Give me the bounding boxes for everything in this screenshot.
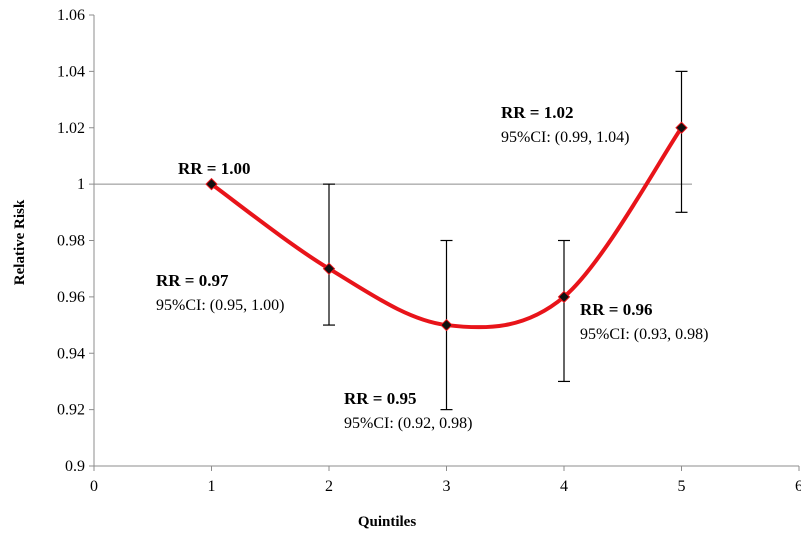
x-tick-label: 0 <box>90 478 98 495</box>
x-axis-title: Quintiles <box>358 514 417 530</box>
y-tick-label: 1.06 <box>57 7 85 24</box>
x-tick-label: 3 <box>443 478 451 495</box>
y-tick-label: 0.98 <box>57 233 85 250</box>
y-tick-label: 0.96 <box>57 289 85 306</box>
x-tick-label: 1 <box>208 478 216 495</box>
data-point <box>322 262 336 275</box>
ci-label: 95%CI: (0.92, 0.98) <box>344 415 472 432</box>
ci-label: 95%CI: (0.99, 1.04) <box>501 129 629 146</box>
x-tick-label: 5 <box>678 478 686 495</box>
y-tick-label: 0.94 <box>57 345 85 362</box>
error-bars <box>323 70 688 411</box>
y-tick-label: 1.04 <box>57 63 85 80</box>
ci-label: 95%CI: (0.93, 0.98) <box>580 326 708 343</box>
y-axis-title: Relative Risk <box>12 199 28 285</box>
data-point <box>557 290 571 304</box>
x-axis-ticks: 0 1 2 3 4 5 6 <box>90 466 801 495</box>
y-tick-label: 1 <box>77 176 85 193</box>
rr-label: RR = 0.95 <box>344 389 417 408</box>
x-tick-label: 4 <box>560 478 568 495</box>
y-tick-label: 0.9 <box>65 458 85 475</box>
y-tick-label: 0.92 <box>57 402 85 419</box>
x-tick-label: 6 <box>795 478 801 495</box>
data-point <box>205 177 218 191</box>
y-axis-ticks: 0.9 0.92 0.94 0.96 0.98 1 1.02 1.04 1.06 <box>57 7 94 475</box>
annotations: RR = 1.00 RR = 0.97 95%CI: (0.95, 1.00) RR … <box>156 103 708 432</box>
data-markers <box>205 121 688 332</box>
rr-label: RR = 0.96 <box>580 300 653 319</box>
x-tick-label: 2 <box>325 478 333 495</box>
ci-label: 95%CI: (0.95, 1.00) <box>156 297 284 314</box>
rr-label: RR = 0.97 <box>156 271 229 290</box>
data-point <box>440 318 453 332</box>
rr-label: RR = 1.00 <box>178 159 251 178</box>
data-point <box>675 121 688 134</box>
y-tick-label: 1.02 <box>57 120 85 137</box>
rr-label: RR = 1.02 <box>501 103 574 122</box>
